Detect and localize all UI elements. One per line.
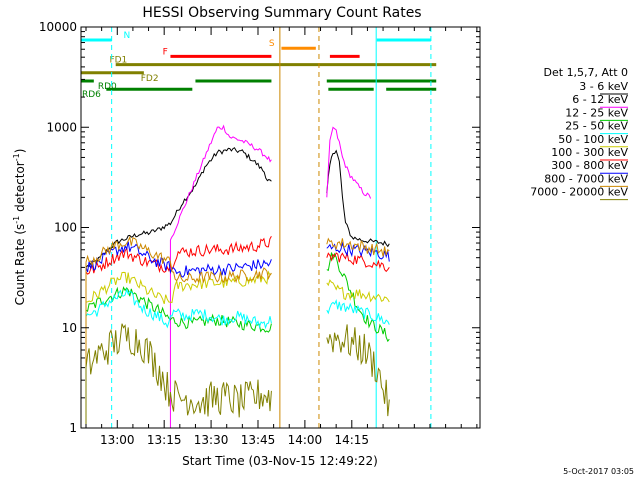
series-line-7 [85,235,390,284]
x-tick-label: 13:00 [100,433,135,447]
flag-label-s: S [269,39,275,49]
series-line-0 [85,147,390,268]
legend-entry-label: 12 - 25 keV [565,106,628,119]
series-lines [85,124,390,428]
y-label-main: Count Rate (s [13,224,27,306]
series-line-8 [85,323,390,418]
flag-label-rd6: RD6 [82,90,101,100]
legend-title: Det 1,5,7, Att 0 [544,66,628,79]
legend-entry-label: 7000 - 20000 keV [530,186,628,199]
y-tick-label: 10000 [39,20,77,34]
y-tick-label: 1 [69,421,77,435]
legend-entry-label: 300 - 800 keV [551,159,628,172]
chart-title: HESSI Observing Summary Count Rates [142,5,421,21]
y-label-mid: detector [13,161,27,216]
x-tick-label: 14:15 [334,433,369,447]
vertical-markers [80,27,432,428]
x-tick-label: 13:15 [147,433,182,447]
legend-entry-label: 6 - 12 keV [572,93,628,106]
series-line-2 [85,252,390,343]
flag-label-f: F [163,47,168,57]
y-label-sup1: -1 [12,216,21,224]
y-axis-label: Count Rate (s-1 detector-1) [12,149,27,306]
flag-label-fd2: FD2 [141,74,159,84]
x-tick-label: 14:00 [288,433,323,447]
legend-entry-label: 25 - 50 keV [565,120,628,133]
legend-entry-label: 800 - 7000 keV [544,172,628,185]
x-axis-label: Start Time (03-Nov-15 12:49:22) [182,454,378,468]
flag-label-rd0: RD0 [98,82,117,92]
x-tick-label: 13:45 [241,433,276,447]
legend-entry-label: 50 - 100 keV [558,133,628,146]
x-tick-label: 13:30 [194,433,229,447]
timestamp: 5-Oct-2017 03:05 [563,467,634,476]
y-tick-label: 1000 [46,120,77,134]
y-tick-label: 100 [54,221,77,235]
series-line-1 [169,124,372,241]
y-label-sup2: -1 [12,153,21,161]
series-line-3 [85,287,390,330]
series-line-4 [85,270,390,305]
flag-label-n: N [124,31,131,41]
legend-entry-label: 3 - 6 keV [579,80,628,93]
axis-ticks: 13:00 13:15 13:30 13:45 14:00 14:15 1 10 100 1000… [39,20,480,447]
legend-entry-label: 100 - 300 keV [551,146,628,159]
y-tick-label: 10 [62,321,77,335]
flag-label-fd1: FD1 [109,56,127,66]
y-label-end: ) [13,149,27,154]
